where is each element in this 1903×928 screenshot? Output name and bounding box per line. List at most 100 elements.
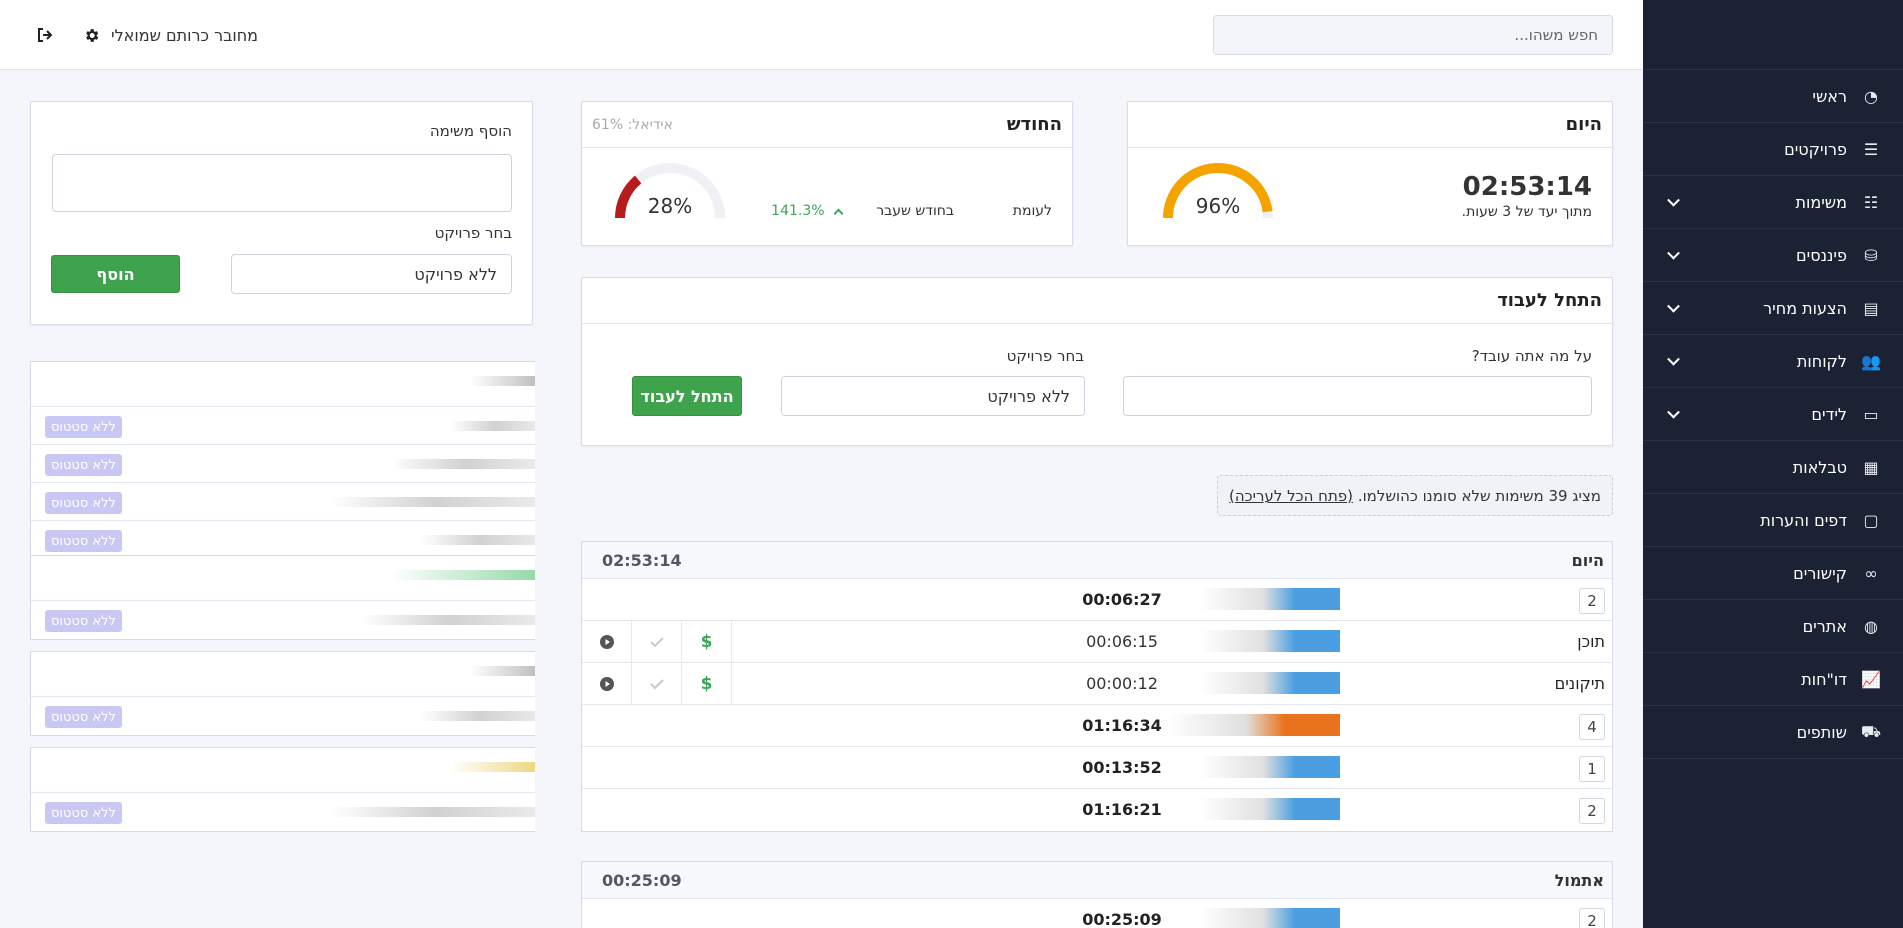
month-ideal: אידיאל: 61%: [592, 116, 673, 133]
check-icon[interactable]: [632, 621, 682, 662]
timesheet-row[interactable]: 2 01:16:21: [582, 789, 1612, 831]
project-task-row[interactable]: ללא סטטוס: [31, 601, 535, 639]
month-compare-label: לעומת: [1012, 203, 1052, 219]
project-task-row[interactable]: ללא סטטוס: [31, 483, 535, 521]
start-project-select[interactable]: ללא פרויקט: [781, 376, 1085, 416]
status-badge[interactable]: ללא סטטוס: [45, 802, 122, 824]
sidebar-item-label: אתרים: [1802, 616, 1847, 636]
task-count-badge: 4: [1579, 714, 1605, 740]
timesheet-row[interactable]: 2 00:06:27: [582, 579, 1612, 621]
check-icon[interactable]: [632, 663, 682, 704]
timesheet-yesterday-title: אתמול: [1554, 870, 1604, 890]
sidebar-item-label: לקוחות: [1796, 351, 1847, 371]
sidebar-item-2[interactable]: ☷ משימות: [1643, 176, 1903, 229]
project-task-row[interactable]: ללא סטטוס: [31, 697, 535, 735]
add-task-button[interactable]: הוסף: [51, 255, 180, 293]
add-task-title: הוסף משימה: [429, 122, 512, 140]
timesheet-row[interactable]: 4 01:16:34: [582, 705, 1612, 747]
info-text: מציג 39 משימות שלא סומנו כהושלמו.: [1357, 486, 1601, 505]
row-actions: $: [582, 621, 732, 662]
task-name-redacted: [390, 459, 535, 469]
what-input[interactable]: [1123, 376, 1592, 416]
sidebar-item-label: דפים והערות: [1760, 510, 1847, 530]
project-list-header[interactable]: [31, 362, 535, 407]
task-name-redacted: [420, 711, 535, 721]
sidebar-item-label: פיננסים: [1796, 245, 1847, 265]
project-list-header[interactable]: [31, 748, 535, 793]
project-name-redacted: [450, 762, 535, 772]
project-task-row[interactable]: ללא סטטוס: [31, 521, 535, 559]
task-duration: 00:25:09: [1082, 910, 1162, 928]
sidebar-item-8[interactable]: ▢ דפים והערות: [1643, 494, 1903, 547]
task-count-badge: 1: [1579, 756, 1605, 782]
project-color-bar: [1200, 630, 1340, 652]
month-gauge-arc: [615, 175, 642, 219]
task-name-redacted: [330, 497, 535, 507]
add-task-project-label: בחר פרויקט: [434, 224, 512, 242]
sidebar-item-5[interactable]: 👥 לקוחות: [1643, 335, 1903, 388]
task-duration: 00:13:52: [1082, 758, 1162, 777]
chart-icon: 📈: [1861, 669, 1881, 689]
task-count-badge: 2: [1579, 588, 1605, 614]
chevron-down-icon[interactable]: [1667, 246, 1680, 260]
sidebar-item-7[interactable]: ▦ טבלאות: [1643, 441, 1903, 494]
month-stats-card: החודש אידיאל: 61% לעומת בחודש שעבר 141.3…: [581, 101, 1073, 246]
open-all-edit-link[interactable]: (פתח הכל לעריכה): [1229, 486, 1354, 505]
sidebar-item-3[interactable]: ⛁ פיננסים: [1643, 229, 1903, 282]
sidebar-item-9[interactable]: ∞ קישורים: [1643, 547, 1903, 600]
search-input[interactable]: [1213, 15, 1613, 55]
chevron-down-icon[interactable]: [1667, 352, 1680, 366]
table-icon: ▦: [1863, 457, 1879, 477]
timesheet-row[interactable]: תיקונים 00:00:12 $: [582, 663, 1612, 705]
dollar-icon[interactable]: $: [682, 663, 732, 704]
today-gauge-arc: [1163, 163, 1273, 219]
timesheet-row[interactable]: תוכן 00:06:15 $: [582, 621, 1612, 663]
dollar-icon[interactable]: $: [682, 621, 732, 662]
project-color-bar: [1200, 672, 1340, 694]
gear-icon[interactable]: [81, 25, 101, 45]
gauge-icon: ◔: [1864, 86, 1878, 106]
start-work-button[interactable]: התחל לעבוד: [632, 376, 742, 416]
status-badge[interactable]: ללא סטטוס: [45, 706, 122, 728]
topbar: מחובר כרותם שמואלי: [0, 0, 1643, 70]
sidebar-item-10[interactable]: ◍ אתרים: [1643, 600, 1903, 653]
sidebar-item-11[interactable]: 📈 דו"חות: [1643, 653, 1903, 706]
sidebar-item-6[interactable]: ▭ לידים: [1643, 388, 1903, 441]
status-badge[interactable]: ללא סטטוס: [45, 492, 122, 514]
project-color-bar: [1168, 714, 1340, 736]
task-name: תיקונים: [1554, 674, 1605, 693]
task-duration: 00:06:15: [1086, 632, 1158, 651]
status-badge[interactable]: ללא סטטוס: [45, 454, 122, 476]
sidebar-logo-area: [1643, 0, 1903, 70]
sidebar-item-12[interactable]: ⛟ שותפים: [1643, 706, 1903, 759]
sidebar-item-4[interactable]: ▤ הצעות מחיר: [1643, 282, 1903, 335]
project-task-row[interactable]: ללא סטטוס: [31, 445, 535, 483]
status-badge[interactable]: ללא סטטוס: [45, 610, 122, 632]
task-duration: 01:16:34: [1082, 716, 1162, 735]
what-label: על מה אתה עובד?: [1471, 347, 1592, 365]
chevron-down-icon[interactable]: [1667, 405, 1680, 419]
project-list-header[interactable]: [31, 556, 535, 601]
project-name-redacted: [470, 666, 535, 676]
logout-icon[interactable]: [35, 25, 55, 45]
project-list-header[interactable]: [31, 652, 535, 697]
project-task-row[interactable]: ללא סטטוס: [31, 793, 535, 831]
play-icon[interactable]: [582, 663, 632, 704]
status-badge[interactable]: ללא סטטוס: [45, 416, 122, 438]
play-icon[interactable]: [582, 621, 632, 662]
note-icon: ▢: [1863, 510, 1879, 530]
sidebar-item-0[interactable]: ◔ ראשי: [1643, 70, 1903, 123]
today-gauge-value: 96%: [1195, 194, 1241, 218]
project-color-bar: [1200, 908, 1340, 928]
sidebar-item-1[interactable]: ☰ פרויקטים: [1643, 123, 1903, 176]
task-textarea[interactable]: [52, 154, 512, 212]
project-color-bar: [1200, 798, 1340, 820]
project-task-row[interactable]: ללא סטטוס: [31, 407, 535, 445]
add-task-project-select[interactable]: ללא פרויקט: [231, 254, 512, 294]
task-duration: 00:06:27: [1082, 590, 1162, 609]
chevron-down-icon[interactable]: [1667, 299, 1680, 313]
chevron-down-icon[interactable]: [1667, 193, 1680, 207]
status-badge[interactable]: ללא סטטוס: [45, 530, 122, 552]
timesheet-row[interactable]: 1 00:13:52: [582, 747, 1612, 789]
timesheet-row[interactable]: 2 00:25:09: [582, 899, 1612, 928]
